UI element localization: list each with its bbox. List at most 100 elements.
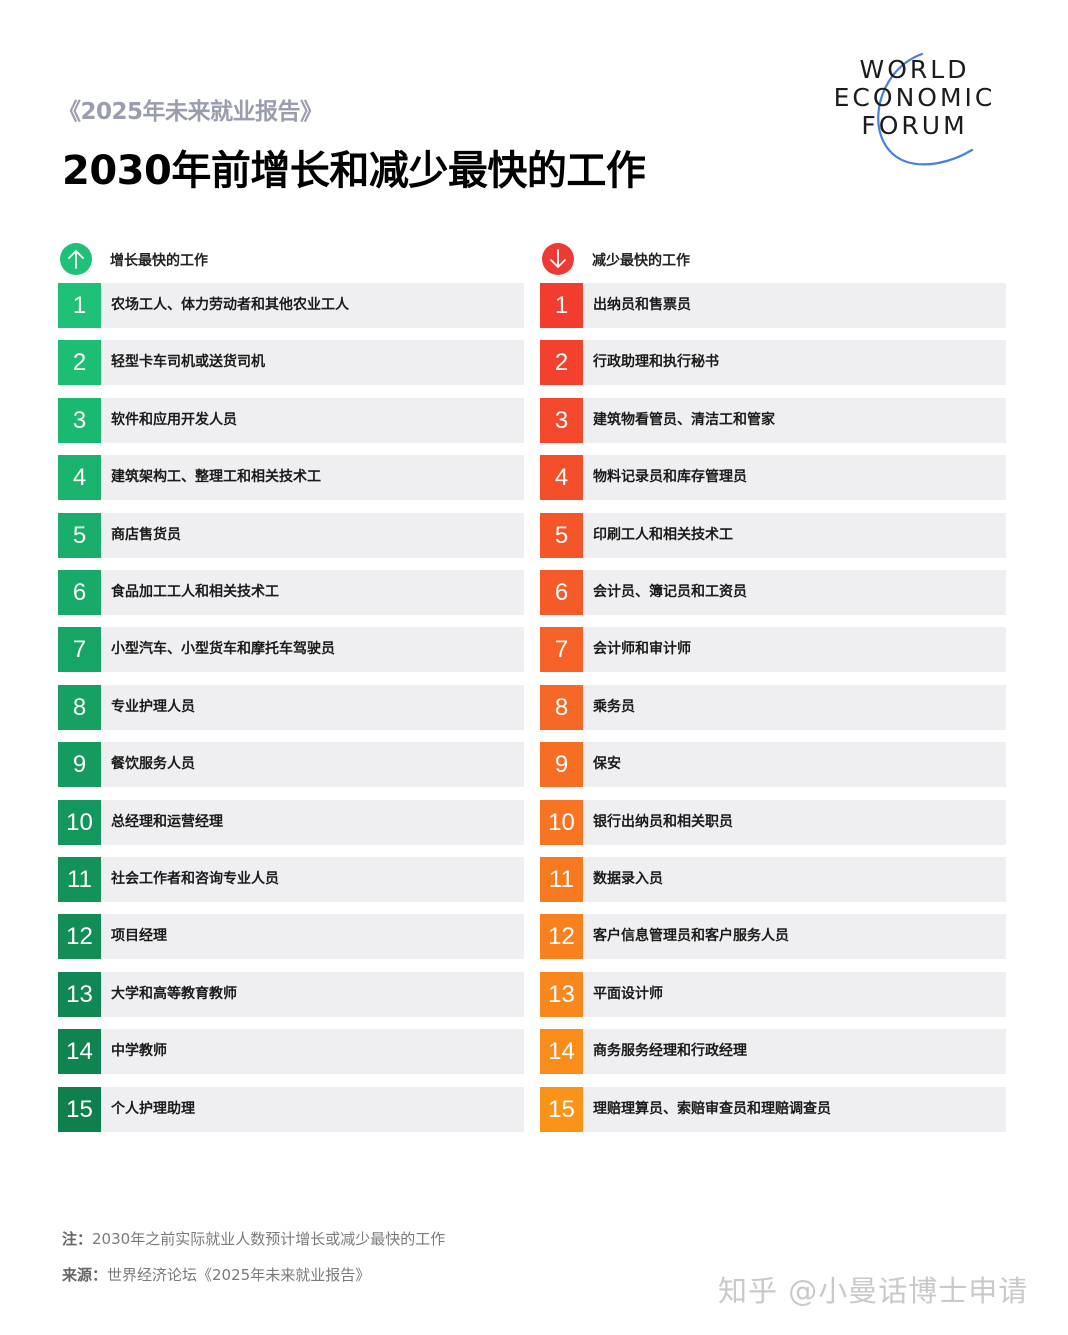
job-row: 3 软件和应用开发人员 [58, 397, 524, 443]
rank-badge: 4 [540, 455, 583, 501]
rank-badge: 1 [58, 283, 101, 328]
rank-badge: 9 [540, 742, 583, 788]
job-title: 专业护理人员 [111, 698, 195, 715]
job-row: 1 农场工人、体力劳动者和其他农业工人 [58, 283, 524, 328]
job-row: 15 个人护理助理 [58, 1086, 524, 1132]
rank-badge: 12 [58, 914, 101, 960]
rank-badge: 11 [58, 857, 101, 902]
rank-badge: 1 [540, 283, 583, 328]
job-row: 11 数据录入员 [540, 857, 1006, 902]
job-row: 9 保安 [540, 742, 1006, 788]
declining-jobs-header: 减少最快的工作 [540, 240, 1006, 280]
job-title: 小型汽车、小型货车和摩托车驾驶员 [111, 641, 335, 658]
job-row: 14 商务服务经理和行政经理 [540, 1029, 1006, 1075]
job-title: 商务服务经理和行政经理 [593, 1043, 747, 1060]
arrow-down-icon [542, 243, 574, 275]
job-row: 6 食品加工工人和相关技术工 [58, 570, 524, 615]
job-row: 10 总经理和运营经理 [58, 799, 524, 845]
job-title: 农场工人、体力劳动者和其他农业工人 [111, 297, 349, 313]
job-title: 商店售货员 [111, 526, 181, 543]
job-title: 数据录入员 [593, 871, 663, 887]
job-row: 1 出纳员和售票员 [540, 283, 1006, 328]
job-title: 客户信息管理员和客户服务人员 [593, 928, 789, 945]
job-title: 食品加工工人和相关技术工 [111, 584, 279, 600]
rank-badge: 8 [540, 684, 583, 730]
job-title: 社会工作者和咨询专业人员 [111, 871, 279, 887]
footnote-label: 注： [62, 1230, 93, 1248]
job-row: 13 平面设计师 [540, 971, 1006, 1017]
job-title: 会计员、簿记员和工资员 [593, 584, 747, 600]
wef-logo: WORLD ECONOMIC FORUM [812, 52, 1017, 172]
job-title: 理赔理算员、索赔审查员和理赔调查员 [593, 1100, 831, 1117]
report-subtitle: 《2025年未来就业报告》 [58, 99, 323, 125]
arrow-up-icon [60, 243, 92, 275]
rank-badge: 7 [58, 627, 101, 673]
job-title: 保安 [593, 756, 621, 773]
job-title: 印刷工人和相关技术工 [593, 526, 733, 543]
rank-badge: 14 [540, 1029, 583, 1075]
job-row: 12 客户信息管理员和客户服务人员 [540, 914, 1006, 960]
job-row: 4 建筑架构工、整理工和相关技术工 [58, 455, 524, 501]
rank-badge: 12 [540, 914, 583, 960]
job-title: 平面设计师 [593, 985, 663, 1002]
job-row: 4 物料记录员和库存管理员 [540, 455, 1006, 501]
logo-line-2: ECONOMIC [833, 83, 996, 112]
rank-badge: 2 [58, 340, 101, 386]
job-title: 大学和高等教育教师 [111, 985, 237, 1002]
job-row: 8 乘务员 [540, 684, 1006, 730]
declining-jobs-label: 减少最快的工作 [592, 253, 690, 269]
job-title: 餐饮服务人员 [111, 756, 195, 773]
job-row: 9 餐饮服务人员 [58, 742, 524, 788]
watermark: 知乎 @小曼话博士申请 [718, 1274, 1029, 1308]
growing-jobs-column: 增长最快的工作 1 农场工人、体力劳动者和其他农业工人 2 轻型卡车司机或送货司机 3 软… [58, 240, 524, 1132]
rank-badge: 14 [58, 1029, 101, 1075]
rank-badge: 11 [540, 857, 583, 902]
job-row: 6 会计员、簿记员和工资员 [540, 570, 1006, 615]
job-row: 10 银行出纳员和相关职员 [540, 799, 1006, 845]
job-title: 建筑架构工、整理工和相关技术工 [111, 469, 321, 486]
rank-badge: 10 [58, 799, 101, 845]
job-row: 13 大学和高等教育教师 [58, 971, 524, 1017]
job-title: 银行出纳员和相关职员 [593, 813, 733, 830]
rank-badge: 2 [540, 340, 583, 386]
rank-badge: 15 [58, 1086, 101, 1132]
job-row: 11 社会工作者和咨询专业人员 [58, 857, 524, 902]
job-row: 3 建筑物看管员、清洁工和管家 [540, 397, 1006, 443]
job-row: 2 轻型卡车司机或送货司机 [58, 340, 524, 386]
rank-badge: 6 [58, 570, 101, 615]
rank-badge: 13 [540, 971, 583, 1017]
source-label: 来源： [62, 1266, 108, 1284]
job-title: 乘务员 [593, 698, 635, 715]
job-row: 8 专业护理人员 [58, 684, 524, 730]
rank-badge: 6 [540, 570, 583, 615]
source-text: 世界经济论坛《2025年未来就业报告》 [107, 1266, 371, 1284]
job-row: 5 印刷工人和相关技术工 [540, 512, 1006, 558]
job-title: 会计师和审计师 [593, 641, 691, 658]
rank-badge: 7 [540, 627, 583, 673]
job-title: 软件和应用开发人员 [111, 411, 237, 428]
rank-badge: 15 [540, 1086, 583, 1132]
rank-badge: 3 [540, 397, 583, 443]
rank-badge: 4 [58, 455, 101, 501]
rank-badge: 10 [540, 799, 583, 845]
job-row: 7 会计师和审计师 [540, 627, 1006, 673]
job-row: 14 中学教师 [58, 1029, 524, 1075]
job-title: 轻型卡车司机或送货司机 [111, 354, 265, 371]
job-title: 物料记录员和库存管理员 [593, 469, 747, 486]
job-title: 个人护理助理 [111, 1100, 195, 1117]
job-title: 总经理和运营经理 [111, 813, 223, 830]
job-row: 15 理赔理算员、索赔审查员和理赔调查员 [540, 1086, 1006, 1132]
rank-badge: 13 [58, 971, 101, 1017]
job-row: 2 行政助理和执行秘书 [540, 340, 1006, 386]
source-note: 来源：世界经济论坛《2025年未来就业报告》 [62, 1264, 370, 1285]
page-title: 2030年前增长和减少最快的工作 [62, 148, 646, 194]
declining-jobs-column: 减少最快的工作 1 出纳员和售票员 2 行政助理和执行秘书 3 建筑物看管员、清洁工和管家… [540, 240, 1006, 1132]
job-title: 中学教师 [111, 1043, 167, 1060]
rank-badge: 5 [540, 512, 583, 558]
job-title: 建筑物看管员、清洁工和管家 [593, 411, 775, 428]
growing-jobs-header: 增长最快的工作 [58, 240, 524, 280]
job-row: 7 小型汽车、小型货车和摩托车驾驶员 [58, 627, 524, 673]
rank-badge: 9 [58, 742, 101, 788]
job-title: 行政助理和执行秘书 [593, 354, 719, 371]
job-row: 5 商店售货员 [58, 512, 524, 558]
